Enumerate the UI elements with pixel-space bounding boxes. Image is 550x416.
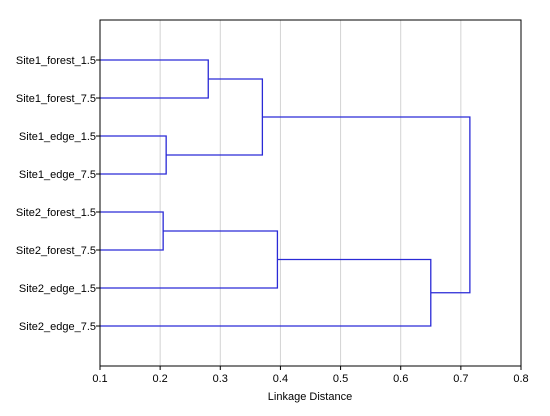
leaf-labels: Site1_forest_1.5 Site1_forest_7.5 Site1_ed… (16, 55, 96, 333)
dendrogram-links (100, 59, 471, 327)
grid (159, 20, 462, 366)
x-tick-label: 0.7 (453, 373, 468, 385)
x-tick-label: 0.6 (393, 373, 408, 385)
x-tick-label: 0.5 (333, 373, 348, 385)
leaf-label: Site2_forest_1.5 (16, 207, 96, 219)
x-tick-label: 0.2 (152, 373, 167, 385)
dendrogram-link (262, 116, 471, 294)
dendrogram-link (166, 78, 264, 156)
x-axis-ticks: 0.1 0.2 0.3 0.4 0.5 0.6 0.7 0.8 (92, 59, 529, 385)
dendrogram-link (100, 211, 164, 251)
x-axis-label: Linkage Distance (268, 391, 352, 403)
dendrogram-link (100, 230, 279, 289)
leaf-label: Site1_forest_7.5 (16, 93, 96, 105)
leaf-label: Site1_forest_1.5 (16, 55, 96, 67)
leaf-label: Site2_forest_7.5 (16, 245, 96, 257)
leaf-label: Site2_edge_1.5 (19, 283, 96, 295)
x-tick-label: 0.1 (92, 373, 107, 385)
dendrogram-link (100, 135, 167, 175)
leaf-label: Site2_edge_7.5 (19, 321, 96, 333)
x-tick-label: 0.3 (213, 373, 228, 385)
x-tick-label: 0.4 (273, 373, 288, 385)
dendrogram-link (100, 258, 432, 327)
x-tick-label: 0.8 (513, 373, 528, 385)
leaf-label: Site1_edge_1.5 (19, 131, 96, 143)
dendrogram-link (100, 59, 209, 99)
leaf-label: Site1_edge_7.5 (19, 169, 96, 181)
plot-frame (99, 19, 522, 367)
